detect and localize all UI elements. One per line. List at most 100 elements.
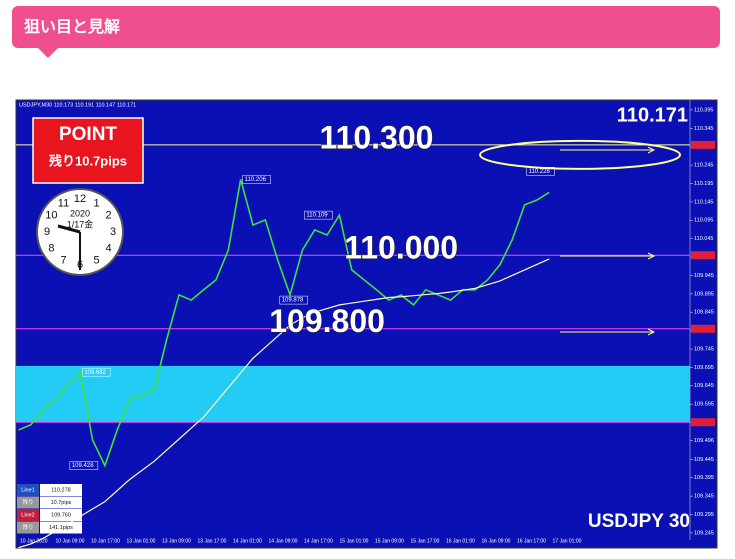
band <box>16 365 690 423</box>
y-tick-label: 109.245 <box>694 530 714 536</box>
point-title: POINT <box>59 124 117 145</box>
header-pointer <box>38 48 58 58</box>
clock-hour: 10 <box>45 209 57 221</box>
y-tick-label: 109.496 <box>694 438 714 444</box>
clock-hour: 2 <box>106 209 112 221</box>
header-title: 狙い目と見解 <box>24 17 120 36</box>
clock-hour: 12 <box>74 193 86 205</box>
table-label: 残り <box>22 523 33 531</box>
price-label: 110.109 <box>306 213 328 219</box>
y-tick-label: 109.945 <box>694 273 714 279</box>
last-price: 110.171 <box>617 104 688 126</box>
annotation: 109.800 <box>269 303 385 339</box>
price-label-box <box>81 367 111 377</box>
h-line-marker <box>691 324 715 333</box>
x-tick-label: 13 Jan 01:00 <box>127 538 156 544</box>
arrow <box>560 328 656 336</box>
table-value: 109.760 <box>51 512 71 518</box>
x-tick-label: 14 Jan 09:00 <box>269 538 298 544</box>
price-label-box <box>279 295 308 305</box>
price-label: 110.228 <box>529 169 551 175</box>
y-tick-label: 110.195 <box>694 181 713 187</box>
table-cell <box>17 484 39 496</box>
highlight <box>479 139 681 170</box>
y-tick-label: 109.395 <box>694 475 714 481</box>
x-tick-label: 16 Jan 01:00 <box>446 538 475 544</box>
clock-hour: 1 <box>93 197 99 209</box>
y-tick-label: 110.045 <box>694 236 713 242</box>
y-tick-label: 109.645 <box>694 383 714 389</box>
price-label-box <box>526 167 555 176</box>
point-text: 残り10.7pips <box>49 153 127 168</box>
x-tick-label: 14 Jan 17:00 <box>304 538 333 544</box>
clock-hour: 7 <box>60 254 66 266</box>
clock-hour: 11 <box>58 197 69 209</box>
arrow <box>560 146 656 154</box>
y-tick-label: 109.745 <box>694 346 714 352</box>
table-label: Line1 <box>21 487 34 493</box>
clock-hour: 5 <box>93 254 99 266</box>
x-tick-label: 13 Jan 17:00 <box>198 538 227 544</box>
x-tick-label: 17 Jan 01:00 <box>553 538 582 544</box>
table-label: 残り <box>22 498 33 506</box>
x-tick-label: 15 Jan 09:00 <box>375 538 404 544</box>
y-tick-label: 110.395 <box>694 107 713 113</box>
table-cell <box>40 484 82 496</box>
price-label-box <box>304 210 333 220</box>
x-tick-label: 13 Jan 09:00 <box>162 538 191 544</box>
chart-info: USDJPY,M30 110.173 110.191 110.147 110.1… <box>19 102 136 108</box>
y-tick-label: 109.695 <box>694 365 714 371</box>
x-tick-label: 15 Jan 01:00 <box>340 538 369 544</box>
series-line <box>18 179 550 468</box>
clock-hour: 4 <box>106 242 112 254</box>
x-tick-label: 15 Jan 17:00 <box>411 538 440 544</box>
table-cell <box>40 509 82 521</box>
point-box <box>32 117 144 184</box>
arrow <box>560 252 656 260</box>
x-tick-label: 16 Jan 17:00 <box>517 538 546 544</box>
y-tick-label: 109.345 <box>694 494 714 500</box>
clock-hour: 9 <box>44 226 50 238</box>
price-label: 109.428 <box>72 463 94 469</box>
y-tick-label: 110.095 <box>694 218 713 224</box>
symbol: USDJPY 30 <box>588 511 690 532</box>
annotation: 110.000 <box>344 230 458 266</box>
x-tick-label: 10 Jan 2020 <box>20 538 48 544</box>
price-label: 109.878 <box>282 298 304 304</box>
table-cell <box>40 521 82 534</box>
clock-hand <box>57 224 81 234</box>
x-tick-label: 14 Jan 01:00 <box>233 538 262 544</box>
clock-hour: 3 <box>110 226 116 238</box>
clock-year: 2020 <box>70 208 90 218</box>
y-tick-label: 109.295 <box>694 512 714 518</box>
series-line <box>18 258 550 549</box>
price-label-box <box>242 175 271 184</box>
y-tick-label: 110.145 <box>694 199 713 205</box>
clock-date: 1/17金 <box>67 218 94 229</box>
table-cell <box>17 509 39 521</box>
y-tick-label: 109.595 <box>694 402 714 408</box>
h-line-marker <box>691 418 715 427</box>
x-tick-label: 10 Jan 17:00 <box>91 538 120 544</box>
x-tick-label: 10 Jan 09:00 <box>56 538 85 544</box>
x-tick-label: 16 Jan 09:00 <box>482 538 511 544</box>
h-line-marker <box>691 140 715 149</box>
price-label: 109.682 <box>84 370 106 376</box>
table-value: 110.278 <box>51 487 70 493</box>
y-tick-label: 110.245 <box>694 163 713 169</box>
annotation: 110.300 <box>320 119 434 155</box>
table-cell <box>17 496 39 509</box>
table-value: 141.1pips <box>49 525 73 531</box>
h-line-marker <box>691 251 715 260</box>
price-label: 110.206 <box>245 177 267 183</box>
y-tick-label: 110.345 <box>694 126 713 132</box>
table-cell <box>40 496 82 509</box>
y-tick-label: 109.895 <box>694 291 714 297</box>
table-value: 10.7pips <box>51 500 72 506</box>
table-cell <box>17 521 39 534</box>
y-tick-label: 109.845 <box>694 310 714 316</box>
clock-hour: 8 <box>48 242 54 254</box>
price-label-box <box>69 461 99 470</box>
y-tick-label: 109.445 <box>694 457 714 463</box>
